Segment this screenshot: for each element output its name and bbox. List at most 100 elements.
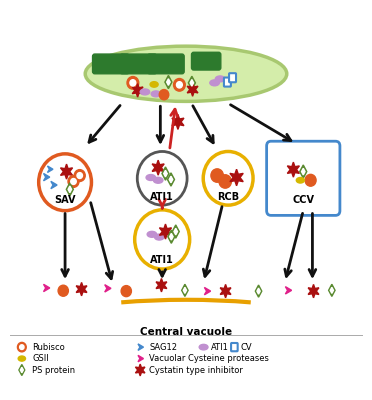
Polygon shape (61, 164, 73, 179)
Ellipse shape (147, 231, 157, 237)
Polygon shape (174, 228, 177, 235)
Circle shape (71, 178, 76, 184)
Polygon shape (183, 287, 186, 293)
Ellipse shape (199, 344, 208, 350)
Polygon shape (138, 344, 144, 350)
Circle shape (77, 172, 83, 178)
Circle shape (58, 285, 68, 296)
Ellipse shape (140, 89, 150, 95)
Polygon shape (48, 166, 53, 172)
Polygon shape (255, 285, 262, 297)
Polygon shape (44, 284, 50, 292)
Polygon shape (76, 282, 87, 296)
Polygon shape (156, 278, 167, 292)
Polygon shape (44, 174, 50, 181)
Polygon shape (285, 287, 292, 294)
FancyBboxPatch shape (120, 54, 157, 74)
Polygon shape (230, 169, 243, 186)
Circle shape (127, 76, 139, 89)
Text: Central vacuole: Central vacuole (140, 327, 232, 337)
Text: Vacuolar Cysteine proteases: Vacuolar Cysteine proteases (149, 354, 269, 363)
Polygon shape (132, 84, 143, 97)
FancyBboxPatch shape (224, 78, 231, 86)
Circle shape (20, 345, 24, 350)
Circle shape (68, 176, 79, 187)
FancyBboxPatch shape (229, 73, 236, 82)
FancyBboxPatch shape (231, 343, 238, 351)
Polygon shape (105, 285, 111, 292)
Polygon shape (172, 225, 179, 238)
Ellipse shape (18, 356, 26, 361)
FancyBboxPatch shape (148, 54, 184, 74)
Circle shape (159, 90, 169, 100)
Polygon shape (160, 224, 171, 239)
FancyBboxPatch shape (267, 141, 340, 215)
Text: CCV: CCV (292, 195, 314, 205)
Circle shape (176, 82, 182, 88)
Circle shape (137, 152, 187, 205)
Circle shape (219, 175, 231, 188)
Text: Rubisco: Rubisco (32, 343, 65, 352)
Ellipse shape (215, 76, 225, 82)
Polygon shape (170, 233, 173, 240)
Ellipse shape (150, 82, 158, 87)
Circle shape (39, 154, 92, 211)
Polygon shape (188, 76, 195, 90)
Polygon shape (167, 79, 170, 85)
FancyBboxPatch shape (192, 52, 221, 70)
Text: ATI1: ATI1 (150, 192, 174, 202)
Ellipse shape (146, 174, 155, 180)
Polygon shape (287, 162, 299, 177)
FancyBboxPatch shape (93, 54, 129, 74)
Polygon shape (172, 114, 184, 129)
Polygon shape (20, 367, 23, 373)
Ellipse shape (296, 178, 304, 183)
Polygon shape (152, 160, 164, 175)
Text: GSII: GSII (32, 354, 49, 363)
Circle shape (305, 174, 316, 186)
Ellipse shape (151, 91, 161, 97)
Polygon shape (168, 230, 175, 243)
Polygon shape (308, 284, 319, 298)
Circle shape (174, 78, 185, 91)
Polygon shape (330, 287, 333, 293)
Polygon shape (182, 284, 188, 296)
Circle shape (121, 286, 131, 297)
Polygon shape (162, 167, 169, 180)
Text: SAG12: SAG12 (149, 343, 177, 352)
Ellipse shape (210, 80, 219, 86)
Polygon shape (51, 181, 57, 189)
Ellipse shape (153, 177, 163, 183)
Text: RCB: RCB (217, 192, 239, 202)
Polygon shape (187, 83, 198, 96)
Polygon shape (167, 173, 174, 186)
Polygon shape (164, 170, 167, 177)
Text: Cystatin type inhibitor: Cystatin type inhibitor (149, 366, 243, 374)
Polygon shape (66, 183, 73, 196)
Circle shape (135, 210, 190, 269)
Polygon shape (257, 288, 260, 294)
Polygon shape (165, 76, 172, 89)
Circle shape (211, 169, 223, 182)
Polygon shape (190, 80, 193, 86)
Polygon shape (301, 168, 305, 175)
Ellipse shape (85, 46, 287, 101)
Polygon shape (220, 284, 231, 298)
Circle shape (203, 152, 253, 205)
Text: PS protein: PS protein (32, 366, 75, 374)
Ellipse shape (154, 234, 164, 240)
Polygon shape (204, 288, 211, 295)
Text: ATI1: ATI1 (211, 343, 229, 352)
Polygon shape (169, 176, 173, 183)
Text: ATI1: ATI1 (150, 255, 174, 265)
Text: CV: CV (240, 343, 252, 352)
Circle shape (130, 80, 136, 86)
Polygon shape (19, 364, 25, 376)
Text: SAV: SAV (54, 195, 76, 205)
Circle shape (17, 342, 26, 352)
Polygon shape (135, 364, 145, 376)
Polygon shape (328, 284, 335, 296)
Polygon shape (300, 165, 307, 178)
Circle shape (74, 170, 85, 182)
Polygon shape (68, 186, 71, 193)
